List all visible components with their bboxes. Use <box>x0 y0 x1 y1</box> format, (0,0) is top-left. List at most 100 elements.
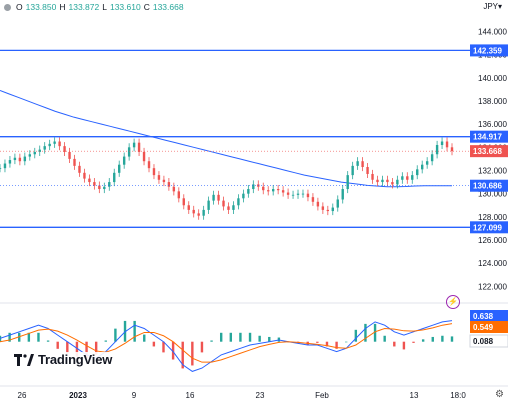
candle-body <box>242 193 245 199</box>
macd-tag-label: 0.088 <box>473 337 494 346</box>
candle-body <box>58 141 61 147</box>
candle-body <box>351 165 354 176</box>
candle-body <box>440 141 444 145</box>
price-tick-label: 132.000 <box>478 166 507 175</box>
candle-body <box>316 201 320 207</box>
macd-histogram-bar <box>354 329 358 342</box>
candle-body <box>98 185 101 190</box>
macd-histogram-bar <box>345 341 348 343</box>
time-tick-label: 13 <box>410 391 419 400</box>
candle-body <box>227 206 230 210</box>
price-tick-label: 138.000 <box>478 97 507 106</box>
candle-body <box>445 141 449 148</box>
macd-histogram-bar <box>56 341 59 349</box>
candle-body <box>152 168 156 176</box>
candle-body <box>118 164 121 173</box>
alert-icon[interactable]: ⚡ <box>446 295 460 309</box>
candle-body <box>38 149 41 152</box>
candle-body <box>262 186 265 191</box>
level-tag <box>470 44 508 57</box>
macd-histogram-bar <box>85 341 88 359</box>
low-label: L <box>102 2 107 12</box>
settings-icon[interactable]: ⚙ <box>495 389 504 400</box>
ohlc-legend: O 133.850 H 133.872 L 133.610 C 133.668 <box>4 2 184 12</box>
candle-body <box>425 161 429 165</box>
candle-body <box>311 197 315 202</box>
macd-histogram-bar <box>181 341 184 369</box>
close-label: C <box>143 2 150 12</box>
level-tag <box>470 130 508 143</box>
price-tick-label: 140.000 <box>478 74 507 83</box>
candle-body <box>187 205 190 210</box>
candle-body <box>306 193 310 198</box>
price-tick-label: 130.000 <box>478 190 507 199</box>
candle-body <box>127 147 131 157</box>
candle-body <box>376 179 379 183</box>
macd-tag <box>470 321 508 333</box>
macd-histogram-bar <box>37 332 40 342</box>
macd-histogram-bar <box>258 335 261 342</box>
candle-body <box>8 160 12 164</box>
candle-body <box>321 206 325 210</box>
price-tag <box>470 145 508 158</box>
macd-signal-line <box>0 323 453 363</box>
candle-body <box>167 182 171 187</box>
macd-histogram-bar <box>171 341 175 360</box>
price-tag-label: 133.668 <box>473 147 502 156</box>
time-tick-label: 18:0 <box>450 391 466 400</box>
candle-body <box>247 189 250 194</box>
candle-body <box>53 141 56 144</box>
price-tick-label: 144.000 <box>478 27 507 36</box>
macd-histogram-bar <box>114 328 117 342</box>
candle-body <box>3 163 7 169</box>
price-tick-label: 124.000 <box>478 259 507 268</box>
candle-body <box>197 213 200 216</box>
candle-body <box>416 169 419 176</box>
candle-body <box>88 178 91 183</box>
macd-histogram-bar <box>66 341 69 354</box>
candle-body <box>157 175 161 180</box>
candle-body <box>108 182 111 187</box>
candle-body <box>381 179 384 183</box>
candle-body <box>252 184 255 190</box>
macd-histogram-bar <box>325 341 329 347</box>
macd-histogram-bar <box>104 340 107 342</box>
price-tag <box>470 179 508 192</box>
macd-histogram-bar <box>421 339 425 342</box>
candle-body <box>78 165 81 173</box>
macd-histogram-bar <box>412 341 415 343</box>
macd-histogram-bar <box>441 335 444 342</box>
candle-body <box>331 207 334 212</box>
macd-histogram-bar <box>316 341 319 343</box>
macd-histogram-bar <box>364 323 367 342</box>
macd-histogram-bar <box>402 341 406 350</box>
candle-body <box>93 182 96 186</box>
macd-histogram-bar <box>239 332 242 342</box>
currency-selector[interactable]: JPY▾ <box>483 2 502 11</box>
time-tick-label: 16 <box>186 391 195 400</box>
macd-histogram-bar <box>200 341 204 353</box>
tradingview-logo: TradingView <box>14 352 112 367</box>
macd-histogram-bar <box>133 320 136 342</box>
macd-tag-label: 0.638 <box>473 312 494 321</box>
macd-tag <box>470 310 508 322</box>
macd-histogram-bar <box>210 340 213 342</box>
candle-body <box>132 142 136 148</box>
price-tick-label: 128.000 <box>478 213 507 222</box>
macd-histogram-bar <box>431 336 434 342</box>
level-tag <box>470 221 508 234</box>
candle-body <box>232 205 235 210</box>
candle-body <box>137 142 141 152</box>
macd-histogram-bar <box>268 336 271 342</box>
candle-body <box>366 167 369 174</box>
candle-body <box>222 200 225 207</box>
candle-body <box>401 176 404 180</box>
candle-body <box>182 198 185 206</box>
low-value: 133.610 <box>109 2 141 12</box>
symbol-icon <box>4 3 11 11</box>
candle-body <box>217 194 220 201</box>
tradingview-logo-text: TradingView <box>38 352 113 367</box>
macd-histogram-bar <box>450 336 454 342</box>
currency-label: JPY <box>483 2 498 11</box>
